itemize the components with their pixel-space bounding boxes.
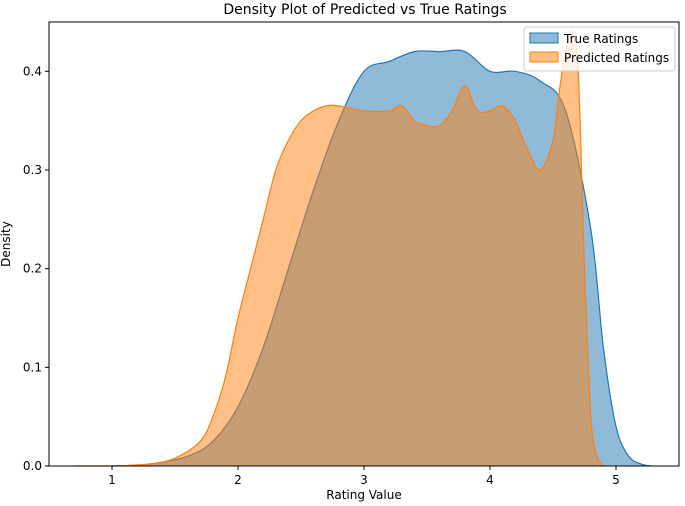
chart-title: Density Plot of Predicted vs True Rating…	[223, 2, 506, 18]
true-ratings-legend-label: True Ratings	[563, 32, 638, 46]
x-tick-label: 5	[612, 473, 620, 487]
legend: True Ratings Predicted Ratings	[523, 26, 676, 72]
y-tick-label: 0.1	[23, 360, 42, 374]
x-axis-ticks: 1 2 3 4 5	[108, 466, 620, 487]
y-tick-label: 0.0	[23, 459, 42, 473]
x-tick-label: 4	[486, 473, 494, 487]
y-tick-label: 0.3	[23, 163, 42, 177]
x-tick-label: 3	[360, 473, 368, 487]
y-axis-label: Density	[0, 221, 13, 267]
x-tick-label: 2	[234, 473, 242, 487]
predicted-ratings-area	[74, 31, 604, 466]
x-axis-label: Rating Value	[326, 488, 401, 502]
x-tick-label: 1	[108, 473, 116, 487]
y-axis-ticks: 0.0 0.1 0.2 0.3 0.4	[23, 64, 49, 473]
legend-box	[523, 26, 676, 72]
y-tick-label: 0.4	[23, 64, 42, 78]
plot-area	[74, 30, 652, 467]
true-ratings-legend-swatch	[529, 32, 559, 44]
predicted-ratings-legend-swatch	[529, 51, 559, 63]
predicted-ratings-legend-label: Predicted Ratings	[564, 51, 669, 65]
y-tick-label: 0.2	[23, 262, 42, 276]
